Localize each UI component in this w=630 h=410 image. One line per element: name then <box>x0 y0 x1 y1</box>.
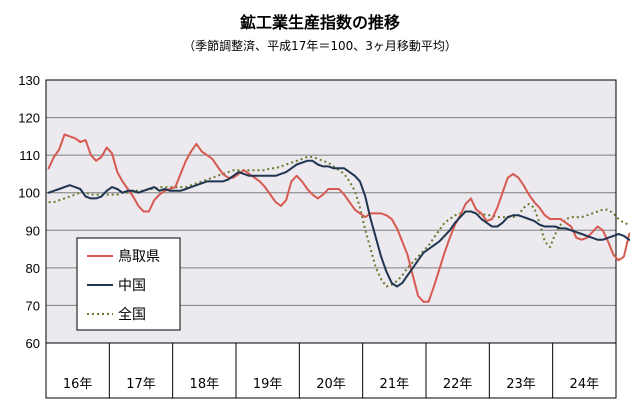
chart-title: 鉱工業生産指数の推移 <box>240 13 400 32</box>
y-tick-label: 110 <box>19 148 40 163</box>
y-tick-label: 80 <box>26 261 40 276</box>
y-tick-label: 90 <box>26 223 40 238</box>
legend-label: 全国 <box>118 306 146 323</box>
year-label: 24年 <box>570 377 600 392</box>
year-label: 19年 <box>253 377 283 392</box>
legend-label: 鳥取県 <box>118 249 160 265</box>
year-label: 23年 <box>506 377 536 392</box>
year-label: 21年 <box>380 377 410 392</box>
series-line <box>47 133 630 303</box>
chart-subtitle: （季節調整済、平成17年＝100、3ヶ月移動平均） <box>183 38 457 53</box>
year-label: 16年 <box>63 377 93 392</box>
series-line <box>47 159 630 288</box>
year-label: 18年 <box>190 377 220 392</box>
y-tick-label: 130 <box>18 73 40 88</box>
y-tick-label: 120 <box>18 111 40 126</box>
y-tick-label: 70 <box>26 298 40 313</box>
y-tick-label: 60 <box>26 336 40 351</box>
year-label: 20年 <box>316 377 346 392</box>
legend-label: 中国 <box>118 278 146 294</box>
y-tick-label: 100 <box>18 186 40 201</box>
year-axis-box <box>45 342 617 399</box>
year-label: 22年 <box>443 377 473 392</box>
year-label: 17年 <box>126 377 156 392</box>
series-line <box>48 156 630 288</box>
